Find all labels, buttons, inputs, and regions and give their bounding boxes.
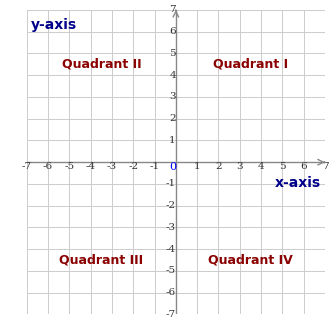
Text: 1: 1 xyxy=(194,162,200,171)
Text: 5: 5 xyxy=(169,49,176,58)
Text: -6: -6 xyxy=(166,288,176,297)
Text: 6: 6 xyxy=(169,27,176,36)
Text: y-axis: y-axis xyxy=(31,18,77,31)
Text: 2: 2 xyxy=(215,162,222,171)
Text: -3: -3 xyxy=(166,223,176,232)
Text: x-axis: x-axis xyxy=(274,176,321,190)
Text: -7: -7 xyxy=(166,310,176,319)
Text: Quadrant III: Quadrant III xyxy=(59,254,143,266)
Text: 1: 1 xyxy=(169,136,176,145)
Text: 4: 4 xyxy=(169,71,176,80)
Text: -2: -2 xyxy=(166,201,176,210)
Text: -2: -2 xyxy=(128,162,138,171)
Text: Quadrant I: Quadrant I xyxy=(213,58,288,71)
Text: -5: -5 xyxy=(166,266,176,275)
Text: -4: -4 xyxy=(86,162,96,171)
Text: 7: 7 xyxy=(169,5,176,15)
Text: -6: -6 xyxy=(43,162,53,171)
Text: -5: -5 xyxy=(64,162,74,171)
Text: Quadrant IV: Quadrant IV xyxy=(208,254,293,266)
Text: -4: -4 xyxy=(166,245,176,254)
Text: 3: 3 xyxy=(237,162,243,171)
Text: 6: 6 xyxy=(300,162,307,171)
Text: 2: 2 xyxy=(169,114,176,123)
Text: -3: -3 xyxy=(107,162,117,171)
Text: Quadrant II: Quadrant II xyxy=(62,58,141,71)
Text: 5: 5 xyxy=(279,162,286,171)
Text: 3: 3 xyxy=(169,92,176,101)
Text: -7: -7 xyxy=(22,162,32,171)
Text: -1: -1 xyxy=(149,162,160,171)
Text: 0: 0 xyxy=(169,162,176,172)
Text: 4: 4 xyxy=(258,162,264,171)
Text: -1: -1 xyxy=(166,179,176,188)
Text: 7: 7 xyxy=(322,162,328,171)
